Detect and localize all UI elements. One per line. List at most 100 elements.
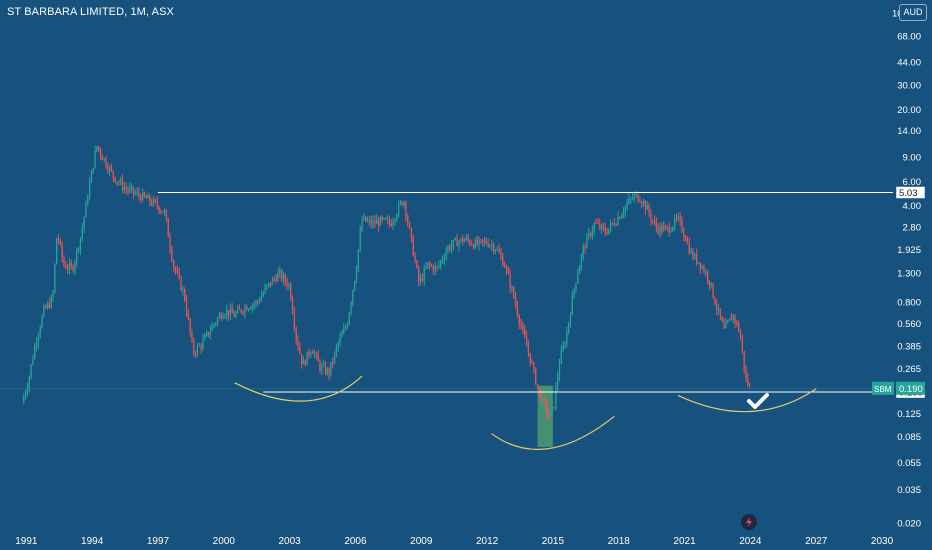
candle-body[interactable]	[304, 360, 306, 365]
candle-body[interactable]	[388, 219, 391, 224]
candle-body[interactable]	[297, 339, 299, 348]
candle-body[interactable]	[739, 330, 742, 340]
candle-body[interactable]	[344, 327, 347, 329]
candle-body[interactable]	[103, 158, 105, 160]
candle-body[interactable]	[149, 195, 151, 203]
candle-body[interactable]	[533, 363, 535, 369]
candle-body[interactable]	[686, 241, 689, 243]
candle-body[interactable]	[215, 323, 217, 325]
candle-body[interactable]	[182, 289, 184, 291]
candle-body[interactable]	[145, 196, 147, 199]
candle-body[interactable]	[630, 198, 632, 200]
candle-body[interactable]	[577, 274, 579, 283]
candle-body[interactable]	[695, 253, 698, 264]
candle-body[interactable]	[392, 221, 394, 226]
candle-body[interactable]	[562, 345, 564, 351]
candle-body[interactable]	[233, 313, 235, 317]
candle-body[interactable]	[162, 211, 164, 213]
candle-body[interactable]	[291, 298, 294, 313]
candle-body[interactable]	[152, 199, 155, 205]
candle-body[interactable]	[301, 353, 303, 365]
candle-body[interactable]	[37, 335, 40, 343]
candle-body[interactable]	[478, 239, 480, 245]
candle-body[interactable]	[224, 315, 226, 317]
candle-body[interactable]	[688, 242, 690, 254]
candle-body[interactable]	[326, 368, 328, 374]
candle-body[interactable]	[449, 246, 451, 250]
candle-body[interactable]	[549, 410, 551, 418]
arc-annotation[interactable]	[677, 388, 817, 413]
candle-body[interactable]	[697, 262, 700, 264]
candle-body[interactable]	[661, 225, 663, 232]
candle-body[interactable]	[425, 267, 427, 269]
arc-annotation[interactable]	[234, 375, 363, 402]
candle-body[interactable]	[408, 222, 411, 228]
candle-body[interactable]	[482, 239, 484, 242]
candle-body[interactable]	[381, 217, 383, 219]
candle-body[interactable]	[74, 261, 76, 271]
candle-body[interactable]	[372, 220, 374, 225]
candle-body[interactable]	[187, 313, 189, 319]
candle-body[interactable]	[547, 414, 550, 418]
candle-body[interactable]	[624, 206, 626, 213]
candle-body[interactable]	[90, 170, 93, 183]
candle-body[interactable]	[169, 237, 171, 249]
candle-body[interactable]	[231, 308, 233, 314]
candle-body[interactable]	[205, 332, 208, 336]
candle-body[interactable]	[248, 308, 250, 311]
candle-body[interactable]	[555, 386, 557, 407]
candle-body[interactable]	[26, 387, 29, 393]
candle-body[interactable]	[589, 233, 592, 236]
candle-body[interactable]	[98, 146, 100, 150]
candle-body[interactable]	[599, 223, 601, 229]
candle-body[interactable]	[337, 342, 339, 347]
candle-body[interactable]	[566, 332, 568, 345]
candle-body[interactable]	[167, 219, 169, 238]
candle-body[interactable]	[511, 287, 513, 289]
candle-body[interactable]	[410, 227, 413, 238]
candle-body[interactable]	[174, 267, 177, 272]
candle-body[interactable]	[705, 271, 707, 273]
candle-body[interactable]	[436, 266, 438, 268]
candle-body[interactable]	[414, 255, 416, 261]
candle-body[interactable]	[432, 266, 434, 272]
candle-body[interactable]	[88, 182, 91, 199]
candle-body[interactable]	[211, 325, 213, 332]
candle-body[interactable]	[330, 362, 332, 375]
candle-body[interactable]	[28, 376, 30, 388]
candle-body[interactable]	[23, 396, 25, 403]
candle-body[interactable]	[538, 386, 541, 393]
candle-body[interactable]	[646, 205, 648, 210]
candle-body[interactable]	[310, 352, 312, 356]
candle-body[interactable]	[207, 332, 210, 336]
candle-body[interactable]	[52, 292, 54, 298]
candle-body[interactable]	[116, 181, 118, 183]
candle-body[interactable]	[397, 203, 400, 215]
candle-body[interactable]	[423, 268, 425, 281]
candle-body[interactable]	[452, 239, 455, 246]
candle-body[interactable]	[85, 202, 87, 218]
candle-body[interactable]	[741, 339, 743, 352]
candle-body[interactable]	[610, 223, 612, 229]
candle-body[interactable]	[520, 323, 522, 327]
candle-body[interactable]	[493, 245, 495, 252]
candle-body[interactable]	[295, 327, 297, 340]
candle-body[interactable]	[390, 223, 392, 226]
candle-body[interactable]	[129, 188, 131, 191]
candle-body[interactable]	[132, 187, 135, 194]
candle-body[interactable]	[509, 274, 511, 288]
candle-body[interactable]	[668, 227, 670, 233]
candle-body[interactable]	[491, 245, 493, 247]
candle-body[interactable]	[45, 306, 47, 308]
candle-body[interactable]	[242, 312, 244, 314]
candle-body[interactable]	[445, 251, 447, 259]
candle-body[interactable]	[368, 220, 370, 222]
candle-body[interactable]	[374, 220, 376, 224]
candle-body[interactable]	[341, 333, 343, 338]
candle-body[interactable]	[321, 366, 323, 371]
candle-body[interactable]	[109, 167, 111, 171]
candle-body[interactable]	[92, 167, 94, 171]
candle-body[interactable]	[593, 223, 595, 231]
candle-body[interactable]	[708, 280, 711, 286]
